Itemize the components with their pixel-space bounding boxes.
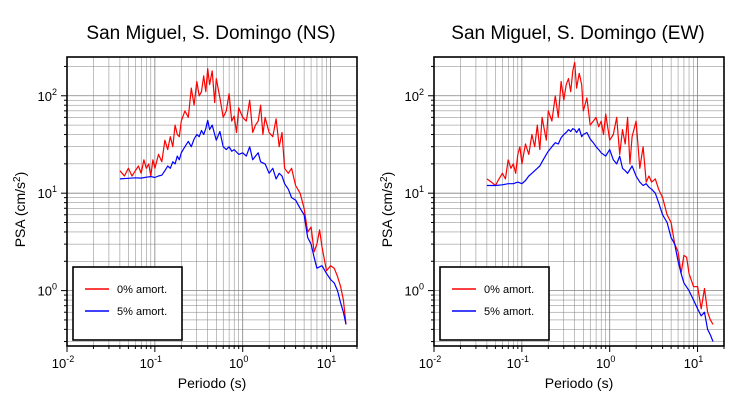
y-tick-label-base: 10 <box>405 89 419 104</box>
y-tick-label-exp: 1 <box>419 184 424 194</box>
x-axis-label: Periodo (s) <box>545 375 613 391</box>
legend-box <box>439 266 550 341</box>
x-tick-label-exp: -1 <box>154 354 162 364</box>
y-axis-label-end: ) <box>379 172 395 177</box>
y-tick-label-exp: 0 <box>52 282 57 292</box>
chart-title: San Miguel, S. Domingo (NS) <box>86 23 335 44</box>
x-tick-label-base: 10 <box>52 356 66 371</box>
plot-frame <box>433 56 725 347</box>
y-tick-label: 102 <box>405 87 424 104</box>
x-tick-label-base: 10 <box>229 356 243 371</box>
y-tick-label: 101 <box>38 184 57 201</box>
series-line-damping-5 <box>486 128 714 342</box>
grid <box>66 57 358 346</box>
x-tick-label: 10-2 <box>52 354 74 371</box>
y-tick-label: 102 <box>38 87 57 104</box>
y-axis-label: PSA (cm/s2) <box>379 172 395 248</box>
y-tick-label-exp: 1 <box>52 184 57 194</box>
x-tick-label: 10-1 <box>507 354 529 371</box>
y-tick-label-base: 10 <box>38 284 52 299</box>
legend-label: 5% amort. <box>117 306 167 318</box>
x-tick-label-exp: 1 <box>698 354 703 364</box>
x-tick-label-base: 10 <box>419 356 433 371</box>
y-tick-label-base: 10 <box>38 89 52 104</box>
y-axis-label-text: PSA (cm/s <box>379 182 395 247</box>
y-tick-label: 100 <box>405 282 424 299</box>
y-tick-label-exp: 2 <box>52 87 57 97</box>
x-tick-label: 100 <box>229 354 248 371</box>
x-tick-label: 101 <box>684 354 703 371</box>
legend-box <box>72 266 183 341</box>
series-lines <box>486 61 714 342</box>
x-tick-label: 10-1 <box>140 354 162 371</box>
legend: 0% amort. 5% amort. <box>439 266 550 341</box>
legend-label: 0% amort. <box>484 284 534 296</box>
y-tick-label-exp: 2 <box>419 87 424 97</box>
y-tick-label-base: 10 <box>405 186 419 201</box>
x-tick-label: 100 <box>596 354 615 371</box>
y-tick-label-exp: 0 <box>419 282 424 292</box>
x-tick-label-exp: -1 <box>521 354 529 364</box>
series-line-damping-0 <box>119 67 347 325</box>
y-axis-label: PSA (cm/s2) <box>12 172 28 248</box>
x-tick-label-base: 10 <box>684 356 698 371</box>
tick-marks <box>61 65 358 352</box>
y-tick-label-base: 10 <box>38 186 52 201</box>
series-line-damping-0 <box>486 61 714 325</box>
series-lines <box>119 67 347 325</box>
x-tick-label: 101 <box>317 354 336 371</box>
legend-label: 0% amort. <box>117 284 167 296</box>
x-tick-label-base: 10 <box>317 356 331 371</box>
y-axis-label-end: ) <box>12 172 28 177</box>
y-axis-label-text: PSA (cm/s <box>12 182 28 247</box>
series-line-damping-5 <box>119 119 347 325</box>
x-tick-label-base: 10 <box>596 356 610 371</box>
y-tick-label: 100 <box>38 282 57 299</box>
x-axis-label: Periodo (s) <box>178 375 246 391</box>
x-tick-label-exp: 0 <box>243 354 248 364</box>
chart-title: San Miguel, S. Domingo (EW) <box>451 23 704 44</box>
y-axis-label-sup: 2 <box>379 176 390 182</box>
y-axis-label-sup: 2 <box>12 176 23 182</box>
x-tick-label: 10-2 <box>419 354 441 371</box>
y-tick-label-base: 10 <box>405 284 419 299</box>
x-tick-label-exp: 1 <box>331 354 336 364</box>
y-tick-label: 101 <box>405 184 424 201</box>
x-tick-label-base: 10 <box>140 356 154 371</box>
plot-frame <box>66 56 358 347</box>
legend: 0% amort. 5% amort. <box>72 266 183 341</box>
x-tick-label-exp: -2 <box>66 354 74 364</box>
legend-label: 5% amort. <box>484 306 534 318</box>
x-tick-label-base: 10 <box>507 356 521 371</box>
x-tick-label-exp: -2 <box>433 354 441 364</box>
tick-marks <box>428 65 725 352</box>
x-tick-label-exp: 0 <box>610 354 615 364</box>
